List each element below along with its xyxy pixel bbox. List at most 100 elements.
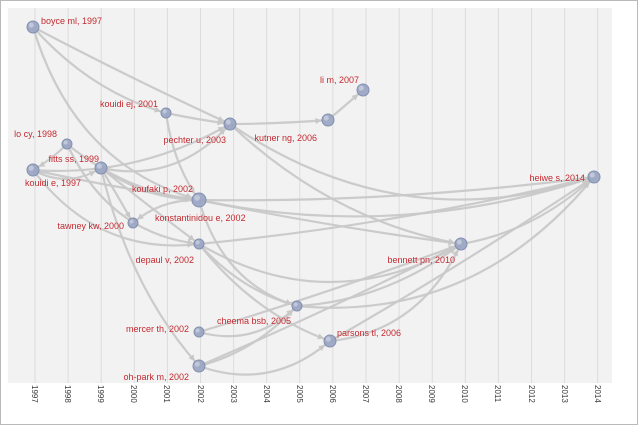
edge-arrowhead <box>315 117 322 125</box>
edge-arrowhead <box>38 161 46 167</box>
network-edge[interactable] <box>328 175 596 343</box>
network-edge[interactable] <box>197 175 596 218</box>
network-edge[interactable] <box>328 242 463 343</box>
network-node[interactable] <box>193 238 205 250</box>
network-node[interactable] <box>323 334 337 348</box>
network-edge[interactable] <box>228 122 463 246</box>
node-label[interactable]: kouidi e, 1997 <box>25 178 82 188</box>
node-highlight <box>194 194 200 201</box>
network-node[interactable] <box>191 192 207 208</box>
axis-tick-label: 2009 <box>427 385 437 403</box>
node-label[interactable]: oh-park m, 2002 <box>123 372 189 382</box>
network-plot-area[interactable]: boyce ml, 1997 kouidi e, 1997 lo cy, 1998 f… <box>8 8 612 383</box>
axis-tick-label: 1997 <box>30 385 39 403</box>
network-canvas[interactable] <box>8 8 612 383</box>
network-node[interactable] <box>321 113 335 127</box>
node-label[interactable]: konstantinidou e, 2002 <box>155 213 246 223</box>
axis-tick-label: 2004 <box>261 385 271 403</box>
node-label[interactable]: kutner ng, 2006 <box>254 133 317 143</box>
network-edge[interactable] <box>99 166 201 246</box>
node-label[interactable]: cheema bsb, 2005 <box>216 316 291 326</box>
node-label[interactable]: mercer th, 2002 <box>125 324 189 334</box>
network-node[interactable] <box>356 83 370 97</box>
network-edge[interactable] <box>31 25 232 126</box>
edge-arrowhead <box>318 344 325 352</box>
edge-layer <box>31 25 596 376</box>
edge-arrowhead <box>351 94 359 101</box>
network-edge[interactable] <box>99 122 232 173</box>
edge-arrowhead <box>452 249 458 257</box>
edge-arrowhead <box>154 106 161 113</box>
node-highlight <box>194 361 200 367</box>
node-label[interactable]: boyce ml, 1997 <box>41 16 103 26</box>
node-highlight <box>195 328 200 333</box>
network-node[interactable] <box>127 217 139 229</box>
node-label[interactable]: depaul v, 2002 <box>135 255 194 265</box>
edge-arrowhead <box>286 309 294 317</box>
axis-tick-label: 2006 <box>327 385 337 403</box>
node-label[interactable]: pechter u, 2003 <box>163 135 226 145</box>
network-edge[interactable] <box>295 242 463 308</box>
network-edge[interactable] <box>65 142 201 246</box>
node-label[interactable]: lo cy, 1998 <box>14 129 57 139</box>
node-label[interactable]: tawney kw, 2000 <box>57 221 124 231</box>
node-highlight <box>63 140 68 145</box>
network-edge[interactable] <box>65 142 201 202</box>
network-node[interactable] <box>587 170 601 184</box>
node-label[interactable]: li m, 2007 <box>319 75 359 85</box>
edge-arrowhead <box>581 175 588 182</box>
node-label[interactable]: parsons tl, 2006 <box>337 328 402 338</box>
node-label[interactable]: bennett pn, 2010 <box>387 255 455 265</box>
edge-arrowhead <box>124 211 131 219</box>
edge-arrowhead <box>137 213 144 220</box>
network-edge[interactable] <box>197 242 332 343</box>
network-node[interactable] <box>26 20 40 34</box>
axis-tick-label: 2014 <box>592 385 602 403</box>
edge-arrowhead <box>448 247 456 254</box>
node-label[interactable]: kouidi ej, 2001 <box>99 99 158 109</box>
network-edge[interactable] <box>31 122 232 173</box>
edge-arrowhead <box>188 187 195 194</box>
axis-tick-label: 2000 <box>129 385 139 403</box>
node-highlight <box>456 239 462 245</box>
node-label[interactable]: koufaki p, 2002 <box>131 184 193 194</box>
network-node[interactable] <box>192 359 206 373</box>
edge-arrowhead <box>218 128 226 136</box>
network-edge[interactable] <box>197 242 463 334</box>
node-highlight <box>28 165 34 171</box>
node-highlight <box>129 219 134 224</box>
axis-tick-label: 2001 <box>162 385 172 403</box>
node-label[interactable]: heiwe s, 2014 <box>529 173 585 183</box>
edge-arrowhead <box>448 238 455 245</box>
network-edge[interactable] <box>31 25 201 202</box>
network-edge[interactable] <box>197 242 299 308</box>
axis-tick-label: 2011 <box>493 385 503 403</box>
node-label[interactable]: fitts ss, 1999 <box>48 154 99 164</box>
network-node[interactable] <box>291 300 303 312</box>
edge-arrowhead <box>217 119 224 126</box>
network-edge[interactable] <box>99 166 201 368</box>
network-edge[interactable] <box>31 168 201 247</box>
network-node[interactable] <box>160 107 172 119</box>
edge-arrowhead <box>217 127 225 133</box>
network-node[interactable] <box>193 326 205 338</box>
node-layer[interactable] <box>26 20 601 373</box>
network-edge[interactable] <box>197 175 596 202</box>
network-node[interactable] <box>223 117 237 131</box>
network-edge[interactable] <box>295 175 596 309</box>
network-node[interactable] <box>94 161 108 175</box>
network-edge[interactable] <box>228 118 330 126</box>
axis-tick-label: 2003 <box>228 385 238 403</box>
edge-arrowhead <box>88 171 96 177</box>
network-edge[interactable] <box>197 339 332 376</box>
network-edge[interactable] <box>31 25 168 115</box>
network-edge[interactable] <box>459 175 596 246</box>
axis-tick-label: 1999 <box>96 385 106 403</box>
axis-tick-label: 2007 <box>361 385 370 403</box>
network-node[interactable] <box>454 237 468 251</box>
network-node[interactable] <box>26 163 40 177</box>
network-edge[interactable] <box>197 175 596 246</box>
network-node[interactable] <box>61 138 73 150</box>
node-highlight <box>589 172 595 178</box>
